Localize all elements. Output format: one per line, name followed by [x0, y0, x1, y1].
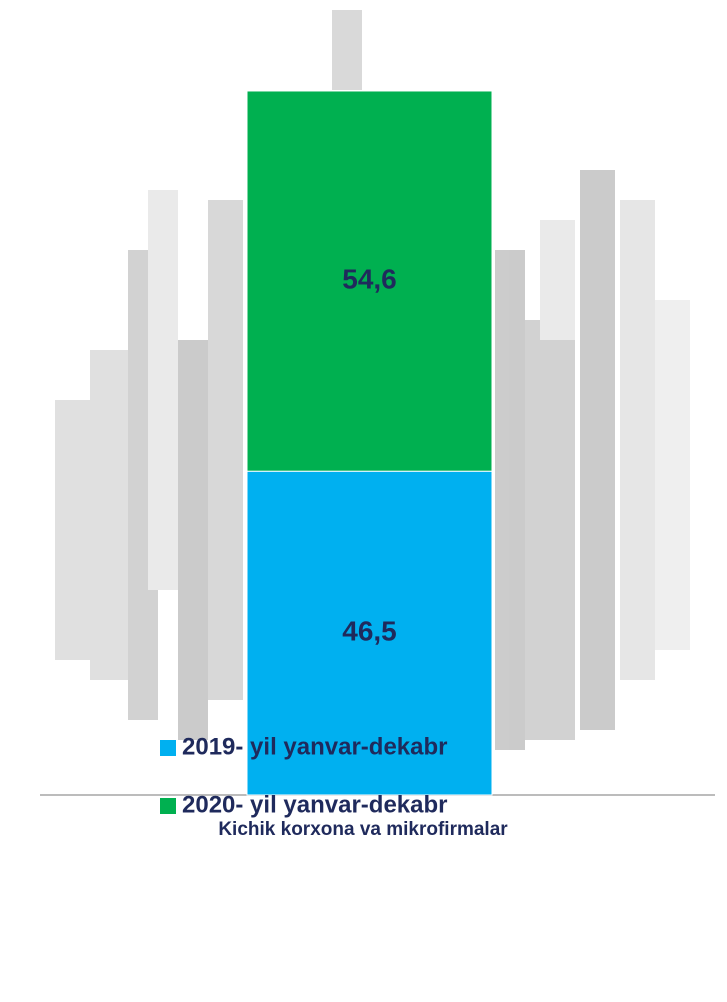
legend-swatch — [160, 798, 176, 814]
x-tick-label: Kichik korxona va mikrofirmalar — [218, 819, 508, 840]
legend-swatch — [160, 740, 176, 756]
bar-segment — [246, 470, 493, 796]
building — [525, 320, 575, 740]
legend-label: 2019- yil yanvar-dekabr — [182, 733, 448, 760]
bar-segment — [246, 90, 493, 472]
building — [178, 340, 208, 740]
value-label: 54,6 — [342, 263, 397, 294]
building — [620, 200, 655, 680]
skyline-background — [55, 10, 690, 750]
building — [332, 10, 362, 90]
building — [580, 170, 615, 730]
building — [208, 200, 243, 700]
building — [148, 190, 178, 590]
building — [495, 250, 525, 750]
building — [655, 300, 690, 650]
building — [540, 220, 575, 340]
value-label: 46,5 — [342, 615, 397, 646]
legend-label: 2020- yil yanvar-dekabr — [182, 791, 448, 818]
building — [90, 350, 128, 680]
building — [55, 400, 90, 660]
